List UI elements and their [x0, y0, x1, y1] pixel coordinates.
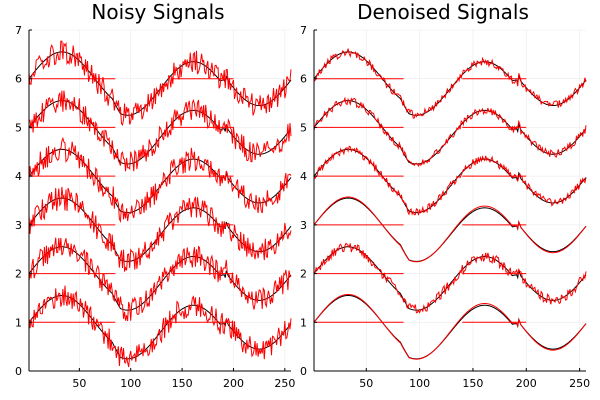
- series-noisy-5: [28, 90, 292, 172]
- plot-area: [314, 30, 586, 371]
- series-denoised-5: [313, 96, 587, 168]
- series-denoised-6: [313, 48, 587, 119]
- y-tick-label: 4: [300, 170, 307, 183]
- y-tick-label: 0: [15, 365, 22, 378]
- y-tick-label: 3: [300, 219, 307, 232]
- series-noisy-2: [28, 237, 292, 322]
- y-tick-label: 6: [300, 73, 307, 86]
- x-tick-label: 200: [516, 377, 537, 390]
- y-tick-label: 2: [15, 268, 22, 281]
- x-tick-label: 150: [172, 377, 193, 390]
- series-noisy-4: [28, 136, 292, 223]
- x-tick-label: 150: [462, 377, 483, 390]
- y-tick-label: 1: [15, 316, 22, 329]
- panel-title: Denoised Signals: [357, 0, 529, 24]
- series-denoised-4: [313, 145, 587, 216]
- x-tick-label: 100: [120, 377, 141, 390]
- series-denoised-3: [313, 196, 587, 263]
- y-tick-label: 3: [15, 219, 22, 232]
- y-tick-label: 5: [15, 121, 22, 134]
- y-tick-label: 2: [300, 268, 307, 281]
- series-denoised-2: [313, 242, 587, 314]
- series-noisy-1: [28, 285, 292, 368]
- panel-noisy-signals: Noisy Signals 50 100 150 200 250 0 1 2 3 4 5 6 7: [15, 0, 295, 390]
- y-tick-label: 7: [300, 24, 307, 37]
- x-tick-label: 100: [409, 377, 430, 390]
- x-tick-label: 250: [274, 377, 295, 390]
- series-noisy-6: [28, 40, 292, 127]
- y-tick-label: 5: [300, 121, 307, 134]
- y-tick-label: 0: [300, 365, 307, 378]
- panel-denoised-signals: Denoised Signals 50 100 150 200 250 0 1 2 3 4 5 6 7: [300, 0, 590, 390]
- y-tick-label: 1: [300, 316, 307, 329]
- series-denoised-1: [313, 293, 587, 360]
- series-noisy-3: [28, 186, 292, 272]
- panel-title: Noisy Signals: [91, 0, 224, 24]
- x-tick-label: 50: [359, 377, 373, 390]
- y-tick-label: 4: [15, 170, 22, 183]
- x-tick-label: 50: [72, 377, 86, 390]
- x-tick-label: 250: [569, 377, 590, 390]
- y-tick-label: 7: [15, 24, 22, 37]
- x-tick-label: 200: [223, 377, 244, 390]
- y-tick-label: 6: [15, 73, 22, 86]
